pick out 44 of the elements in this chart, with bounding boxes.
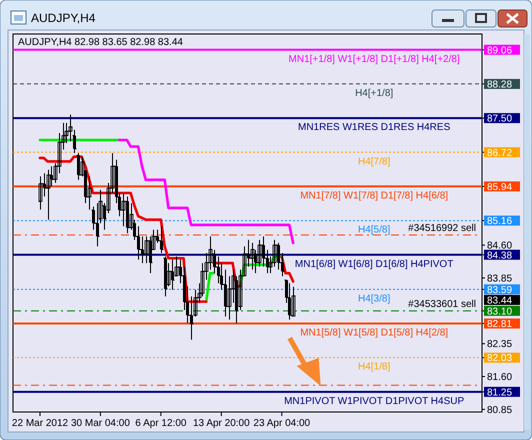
candlestick: [166, 262, 170, 287]
ref-line-label: H4[3/8]: [358, 293, 390, 304]
line-series: [118, 138, 294, 244]
chart-subtitle: AUDJPY,H4 82.98 83.65 82.98 83.44: [18, 37, 184, 48]
candlestick: [250, 242, 254, 270]
y-tick-label: 86.72: [487, 148, 512, 159]
y-tick-label: 80.85: [487, 404, 512, 416]
chart-title: AUDJPY,H4: [31, 11, 96, 25]
y-tick-label: 83.10: [487, 306, 512, 318]
candlestick: [292, 286, 296, 317]
ref-line-label: H4[1/8]: [358, 362, 390, 373]
x-tick-label: 22 Mar 2012: [12, 418, 69, 429]
x-tick-label: 30 Mar 04:00: [70, 418, 130, 429]
y-tick-label: 83.85: [487, 273, 512, 284]
ref-line-label: MN1[5/8] W1[5/8] D1[5/8] H4[2/8]: [300, 328, 448, 339]
y-tick-label: 82.81: [487, 319, 512, 330]
ref-line-label: #34516992 sell: [408, 223, 476, 234]
ref-line-label: H4[7/8]: [358, 156, 390, 168]
y-tick-label: 85.16: [487, 216, 512, 228]
x-tick-label: 13 Apr 20:00: [192, 418, 250, 429]
ref-line-label: MN1PIVOT W1PIVOT D1PIVOT H4SUP: [284, 396, 464, 407]
y-tick-label: 82.03: [487, 353, 512, 364]
y-tick-label: 84.60: [487, 240, 512, 252]
ref-line-label: MN1[7/8] W1[7/8] D1[7/8] H4[6/8]: [300, 190, 448, 202]
y-tick-label: 88.28: [487, 79, 512, 90]
candlestick: [38, 176, 42, 210]
x-tick-label: 23 Apr 04:00: [253, 418, 311, 429]
y-tick-label: 84.38: [487, 250, 512, 262]
candlestick: [46, 169, 50, 220]
ref-line-label: MN1RES W1RES D1RES H4RES: [298, 122, 451, 134]
ref-line-label: MN1[6/8] W1[6/8] D1[6/8] H4PIVOT: [294, 258, 454, 270]
ref-line-label: H4[5/8]: [358, 224, 390, 236]
y-tick-label: 81.60: [487, 372, 512, 384]
text: 83.44: [487, 295, 512, 306]
y-tick-label: 82.35: [487, 339, 512, 350]
y-tick-label: 81.25: [487, 387, 512, 398]
ref-line-label: H4[+1/8]: [355, 88, 394, 99]
x-tick-label: 6 Apr 12:00: [135, 418, 187, 429]
y-tick-label: 83.59: [487, 284, 512, 296]
y-tick-label: 89.06: [487, 45, 512, 56]
ref-line-label: MN1[+1/8] W1[+1/8] D1[+1/8] H4[+2/8]: [288, 54, 460, 65]
ref-line-label: #34533601 sell: [408, 298, 476, 310]
y-tick-label: 85.94: [487, 182, 512, 193]
y-tick-label: 87.50: [487, 114, 512, 125]
